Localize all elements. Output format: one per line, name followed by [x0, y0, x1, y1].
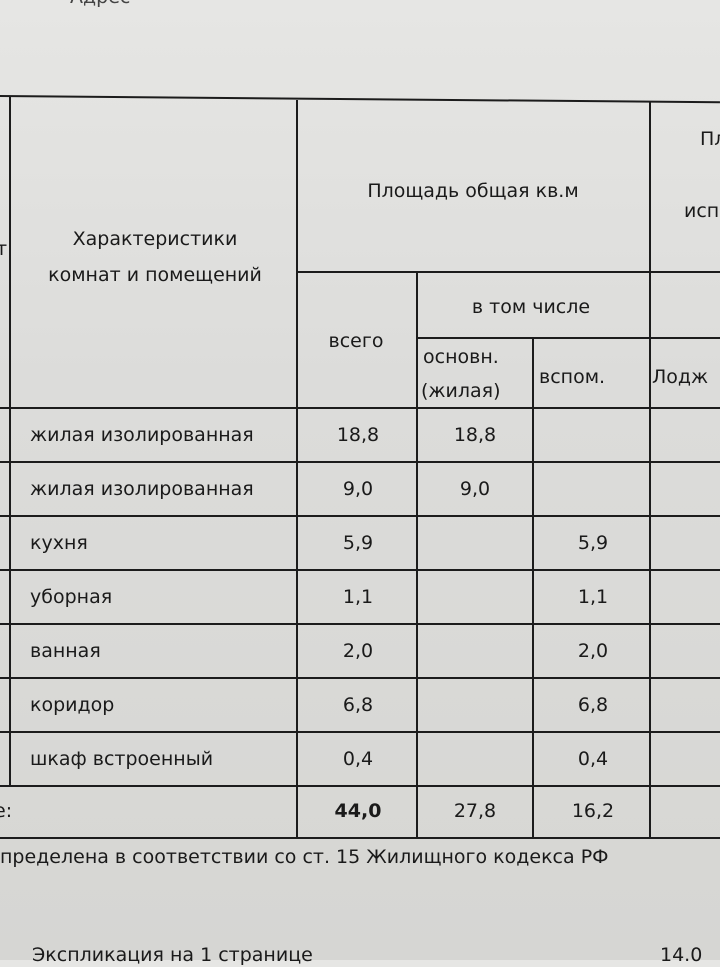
divider [0, 569, 720, 571]
divider [417, 337, 720, 339]
totals-aux: 16,2 [571, 800, 615, 822]
address-label-cut: Адрес [70, 0, 130, 9]
row-main: 9,0 [459, 478, 491, 500]
row-name: шкаф встроенный [30, 748, 214, 770]
divider [0, 461, 720, 463]
header-right-cut-2: исп [684, 200, 720, 222]
footnote: пределена в соответствии со ст. 15 Жилищ… [0, 846, 609, 868]
header-area-total: Площадь общая кв.м [367, 180, 579, 202]
header-aux: вспом. [539, 366, 606, 388]
divider [0, 623, 720, 625]
row-aux: 1,1 [577, 586, 609, 608]
row-name: ванная [30, 640, 101, 662]
row-name: жилая изолированная [30, 424, 254, 446]
row-name: жилая изолированная [30, 478, 254, 500]
divider [649, 102, 651, 838]
cut-header-text: т [0, 238, 8, 260]
row-total: 0,4 [342, 748, 374, 770]
row-total: 5,9 [342, 532, 374, 554]
row-main: 18,8 [453, 424, 497, 446]
row-aux: 2,0 [577, 640, 609, 662]
divider [0, 731, 720, 733]
row-total: 9,0 [342, 478, 374, 500]
header-including: в том числе [471, 296, 591, 318]
row-total: 6,8 [342, 694, 374, 716]
row-name: уборная [30, 586, 113, 608]
table-border-top [0, 95, 720, 104]
header-right-cut: Пл [700, 128, 720, 150]
divider [0, 677, 720, 679]
row-aux: 0,4 [577, 748, 609, 770]
table-border-bottom [0, 837, 720, 839]
totals-total: 44,0 [334, 800, 382, 822]
row-aux: 5,9 [577, 532, 609, 554]
divider [416, 272, 418, 838]
row-total: 1,1 [342, 586, 374, 608]
header-loggia: Лодж [652, 366, 709, 388]
divider [297, 271, 720, 273]
divider [0, 785, 720, 787]
header-total: всего [328, 330, 384, 352]
divider [0, 515, 720, 517]
row-total: 18,8 [336, 424, 380, 446]
divider [0, 407, 720, 409]
header-main-line1: основн. [423, 346, 499, 368]
header-main-line2: (жилая) [421, 380, 501, 402]
explication-page-note: Экспликация на 1 странице [32, 944, 313, 966]
row-aux: 6,8 [577, 694, 609, 716]
totals-main: 27,8 [453, 800, 497, 822]
row-name: кухня [30, 532, 88, 554]
totals-label: е: [0, 800, 13, 822]
header-characteristics-line2: комнат и помещений [48, 264, 262, 286]
row-name: коридор [30, 694, 115, 716]
date-cut: 14.0 [660, 944, 703, 966]
row-total: 2,0 [342, 640, 374, 662]
header-characteristics-line1: Характеристики [72, 228, 238, 250]
divider [9, 96, 11, 786]
divider [532, 338, 534, 838]
divider [296, 100, 298, 838]
